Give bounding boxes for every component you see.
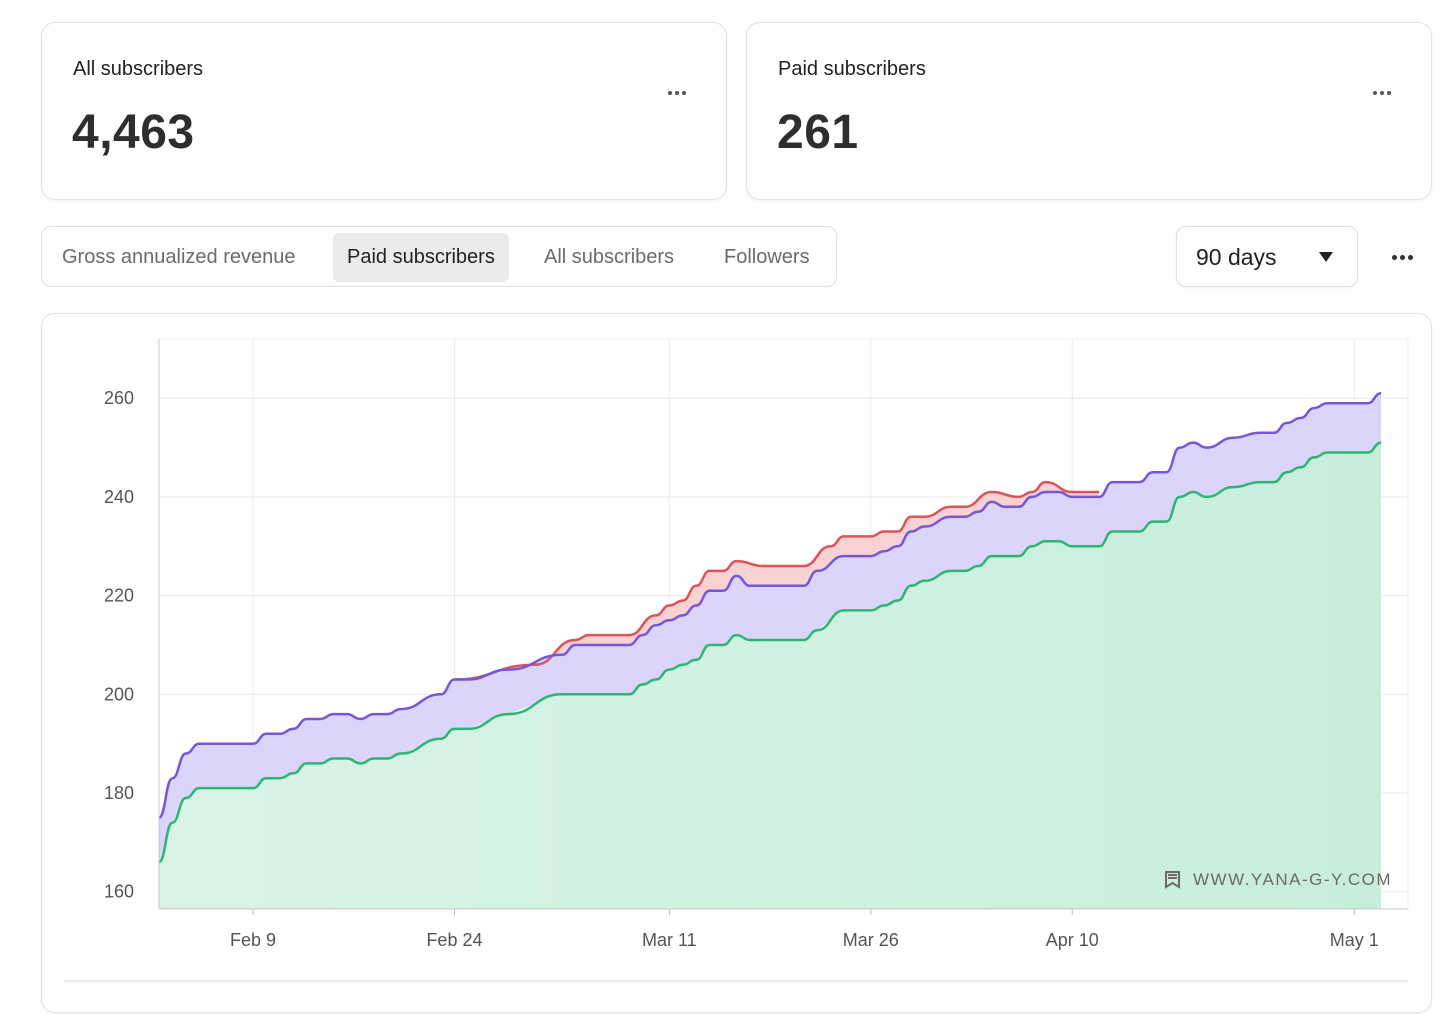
y-tick-label: 180 — [104, 783, 134, 803]
red-area — [454, 482, 1100, 680]
watermark: WWW.YANA-G-Y.COM — [1165, 870, 1392, 889]
more-dots-icon — [682, 91, 686, 95]
all-subscribers-more-button[interactable] — [662, 83, 692, 103]
tab-paid-subscribers[interactable]: Paid subscribers — [333, 233, 509, 282]
all-subscribers-value: 4,463 — [72, 106, 195, 159]
paid-subscribers-card: Paid subscribers 261 — [746, 22, 1432, 200]
bookmark-icon — [1165, 871, 1180, 889]
y-tick-label: 260 — [104, 388, 134, 408]
more-dots-icon — [1407, 254, 1413, 260]
x-tick-label: Mar 11 — [642, 930, 697, 950]
all-subscribers-card: All subscribers 4,463 — [41, 22, 727, 200]
x-tick-label: Apr 10 — [1046, 930, 1099, 950]
tab-gross-annualized-revenue[interactable]: Gross annualized revenue — [62, 246, 296, 268]
paid-subscribers-more-button[interactable] — [1367, 83, 1397, 103]
more-dots-icon — [1380, 91, 1384, 95]
tab-all-subscribers[interactable]: All subscribers — [544, 246, 675, 268]
all-subscribers-label: All subscribers — [73, 58, 204, 80]
paid-subscribers-value: 261 — [777, 106, 859, 159]
paid-subscribers-label: Paid subscribers — [778, 58, 926, 80]
more-dots-icon — [1391, 254, 1397, 260]
metric-tabs: Gross annualized revenue Paid subscriber… — [41, 226, 837, 287]
purple-area — [159, 393, 1382, 863]
caret-down-icon — [1319, 252, 1333, 262]
y-tick-label: 200 — [104, 684, 134, 704]
watermark-text: WWW.YANA-G-Y.COM — [1193, 870, 1392, 889]
purple-series-line — [157, 392, 1382, 819]
chart-areas — [159, 393, 1382, 909]
x-tick-label: Feb 9 — [230, 930, 276, 950]
x-tick-label: May 1 — [1330, 930, 1379, 950]
red-series-line — [454, 480, 1100, 681]
x-tick-label: Mar 26 — [843, 930, 899, 950]
more-dots-icon — [668, 91, 672, 95]
chart-lines — [157, 392, 1382, 864]
y-tick-label: 160 — [104, 882, 134, 902]
chart-more-button[interactable] — [1387, 247, 1417, 267]
tab-followers[interactable]: Followers — [724, 246, 810, 268]
green-area — [159, 442, 1382, 909]
subscribers-area-chart: 160 180 200 220 240 260 Feb 9 Feb 24 Mar 11 Mar 2… — [64, 338, 1409, 982]
x-tick-label: Feb 24 — [426, 930, 482, 950]
more-dots-icon — [1387, 91, 1391, 95]
chart-card: 160 180 200 220 240 260 Feb 9 Feb 24 Mar 11 Mar 2… — [41, 313, 1432, 1013]
more-dots-icon — [1373, 91, 1377, 95]
chart-axes: 160 180 200 220 240 260 Feb 9 Feb 24 Mar 11 Mar 2… — [64, 339, 1408, 982]
more-dots-icon — [675, 91, 679, 95]
range-select-value: 90 days — [1196, 244, 1277, 270]
y-tick-label: 220 — [104, 586, 134, 606]
y-tick-label: 240 — [104, 487, 134, 507]
green-series-line — [157, 441, 1382, 864]
more-dots-icon — [1399, 254, 1405, 260]
range-select[interactable]: 90 days — [1176, 226, 1358, 287]
